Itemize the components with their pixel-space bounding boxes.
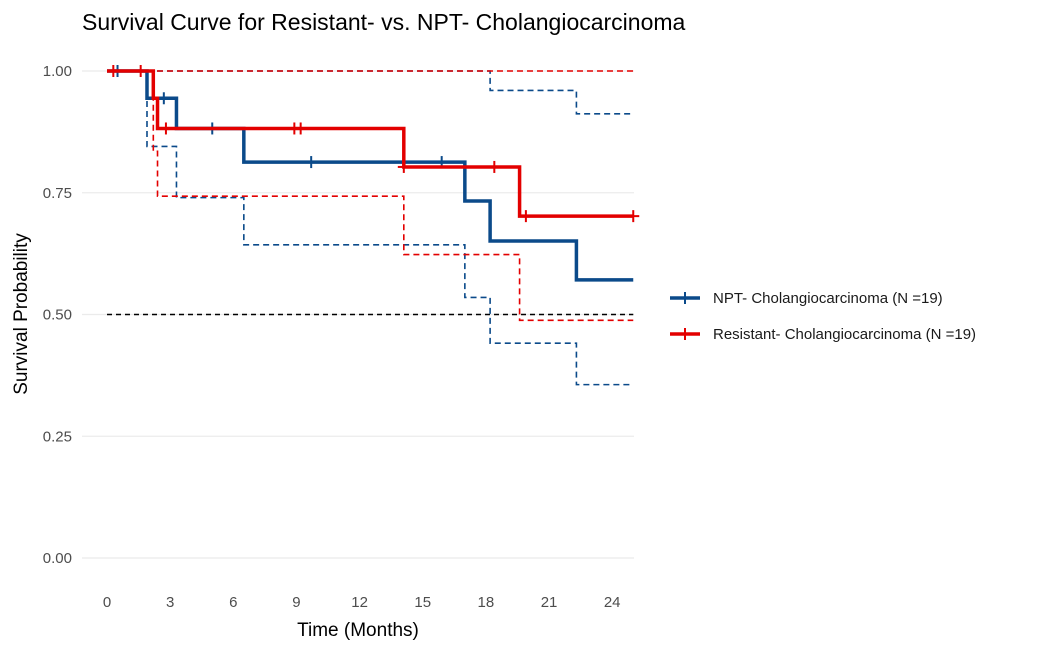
x-tick-label: 6 [229,594,237,611]
legend-label: NPT- Cholangiocarcinoma (N =19) [713,290,943,307]
x-tick-label: 0 [103,594,111,611]
x-tick-label: 18 [478,594,495,611]
x-tick-label: 24 [604,594,621,611]
survival-step-line [107,69,634,282]
upper-confidence-band [107,70,634,115]
censor-mark [397,160,410,173]
series-layer [107,65,640,386]
censor-mark [305,156,318,169]
y-axis-title: Survival Probability [11,233,32,395]
x-tick-label: 12 [351,594,368,611]
x-axis-title: Time (Months) [297,620,419,641]
chart-title: Survival Curve for Resistant- vs. NPT- C… [82,9,686,35]
lower-confidence-band [107,70,634,322]
x-tick-label: 9 [292,594,300,611]
y-tick-label: 0.75 [43,185,72,202]
censor-mark [627,210,640,223]
legend: NPT- Cholangiocarcinoma (N =19) Resistant… [670,290,976,343]
x-tick-label: 15 [414,594,431,611]
survival-step-line [107,69,634,218]
x-axis-ticks: 0 3 6 9 12 15 18 21 24 [103,594,621,611]
censor-mark [519,210,532,223]
series-npt [107,65,634,386]
x-tick-label: 3 [166,594,174,611]
y-tick-label: 0.50 [43,307,72,324]
legend-item: NPT- Cholangiocarcinoma (N =19) [670,290,943,307]
legend-label: Resistant- Cholangiocarcinoma (N =19) [713,326,976,343]
legend-item: Resistant- Cholangiocarcinoma (N =19) [670,326,976,343]
y-axis-ticks: 0.00 0.25 0.50 0.75 1.00 [43,63,72,567]
y-tick-label: 0.00 [43,550,72,567]
censor-mark [107,65,120,77]
censor-mark [157,92,170,105]
y-tick-label: 0.25 [43,428,72,445]
y-tick-label: 1.00 [43,63,72,80]
censor-mark [159,122,172,135]
censor-mark [134,65,147,77]
series-resistant [107,65,640,322]
censor-mark [294,122,307,135]
x-tick-label: 21 [541,594,558,611]
lower-confidence-band [107,70,634,386]
censor-mark [488,160,501,173]
